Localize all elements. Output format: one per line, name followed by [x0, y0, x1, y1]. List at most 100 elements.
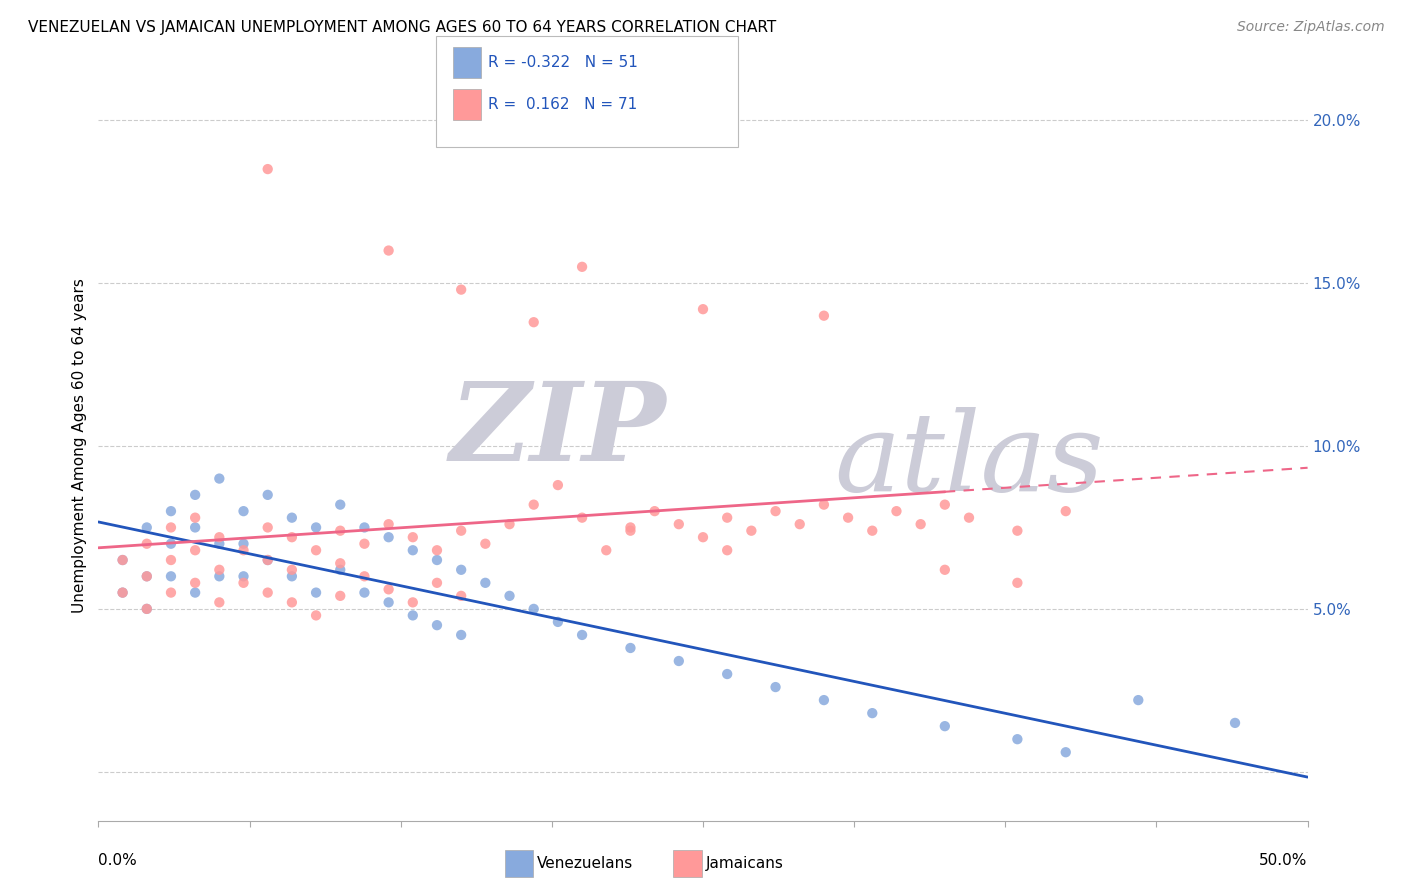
Point: [256, 553, 278, 567]
Point: [886, 504, 908, 518]
Point: [402, 608, 425, 623]
Point: [184, 520, 207, 534]
Point: [1007, 575, 1029, 590]
Point: [837, 510, 859, 524]
Point: [957, 510, 980, 524]
Point: [329, 563, 352, 577]
Point: [692, 530, 714, 544]
Point: [353, 520, 375, 534]
Point: [523, 315, 546, 329]
Point: [547, 615, 569, 629]
Point: [256, 488, 278, 502]
Text: VENEZUELAN VS JAMAICAN UNEMPLOYMENT AMONG AGES 60 TO 64 YEARS CORRELATION CHART: VENEZUELAN VS JAMAICAN UNEMPLOYMENT AMON…: [28, 20, 776, 35]
Point: [934, 498, 956, 512]
Text: atlas: atlas: [834, 408, 1104, 515]
Text: Source: ZipAtlas.com: Source: ZipAtlas.com: [1237, 20, 1385, 34]
Point: [256, 585, 278, 599]
Point: [692, 302, 714, 317]
Point: [813, 693, 835, 707]
Point: [668, 517, 690, 532]
Point: [934, 563, 956, 577]
Point: [765, 504, 787, 518]
Point: [135, 602, 157, 616]
Point: [160, 569, 183, 583]
Point: [256, 520, 278, 534]
Point: [256, 553, 278, 567]
Point: [571, 628, 593, 642]
Point: [450, 628, 472, 642]
Point: [450, 563, 472, 577]
Point: [208, 595, 231, 609]
Point: [281, 595, 304, 609]
Point: [813, 498, 835, 512]
Point: [498, 589, 520, 603]
Point: [208, 472, 231, 486]
Point: [353, 537, 375, 551]
Point: [547, 478, 569, 492]
Point: [135, 569, 157, 583]
Point: [281, 530, 304, 544]
Point: [111, 553, 134, 567]
Point: [716, 510, 738, 524]
Point: [860, 524, 883, 538]
Point: [160, 537, 183, 551]
Point: [111, 553, 134, 567]
Point: [523, 498, 546, 512]
Point: [135, 520, 157, 534]
Point: [111, 585, 134, 599]
Point: [184, 585, 207, 599]
Point: [305, 520, 328, 534]
Point: [571, 510, 593, 524]
Point: [450, 589, 472, 603]
Point: [910, 517, 932, 532]
Text: 0.0%: 0.0%: [98, 854, 138, 868]
Point: [184, 575, 207, 590]
Point: [426, 575, 449, 590]
Point: [305, 543, 328, 558]
Point: [716, 667, 738, 681]
Point: [256, 162, 278, 177]
Point: [329, 589, 352, 603]
Point: [402, 543, 425, 558]
Point: [232, 504, 254, 518]
Point: [377, 517, 399, 532]
Point: [426, 543, 449, 558]
Point: [232, 575, 254, 590]
Point: [1223, 715, 1246, 730]
Point: [208, 530, 231, 544]
Point: [860, 706, 883, 720]
Point: [644, 504, 666, 518]
Point: [281, 510, 304, 524]
Point: [135, 602, 157, 616]
Point: [160, 504, 183, 518]
Point: [353, 585, 375, 599]
Point: [1128, 693, 1150, 707]
Text: R =  0.162   N = 71: R = 0.162 N = 71: [488, 97, 637, 112]
Point: [281, 563, 304, 577]
Text: R = -0.322   N = 51: R = -0.322 N = 51: [488, 55, 638, 70]
Point: [740, 524, 762, 538]
Text: 50.0%: 50.0%: [1260, 854, 1308, 868]
Point: [426, 618, 449, 632]
Point: [474, 537, 496, 551]
Point: [305, 585, 328, 599]
Point: [232, 569, 254, 583]
Point: [208, 563, 231, 577]
Point: [305, 608, 328, 623]
Point: [813, 309, 835, 323]
Point: [571, 260, 593, 274]
Text: Jamaicans: Jamaicans: [706, 856, 783, 871]
Point: [716, 543, 738, 558]
Point: [498, 517, 520, 532]
Point: [329, 524, 352, 538]
Point: [208, 537, 231, 551]
Point: [402, 530, 425, 544]
Point: [619, 520, 641, 534]
Point: [377, 244, 399, 258]
Point: [281, 569, 304, 583]
Y-axis label: Unemployment Among Ages 60 to 64 years: Unemployment Among Ages 60 to 64 years: [72, 278, 87, 614]
Point: [474, 575, 496, 590]
Point: [135, 537, 157, 551]
Point: [668, 654, 690, 668]
Point: [232, 537, 254, 551]
